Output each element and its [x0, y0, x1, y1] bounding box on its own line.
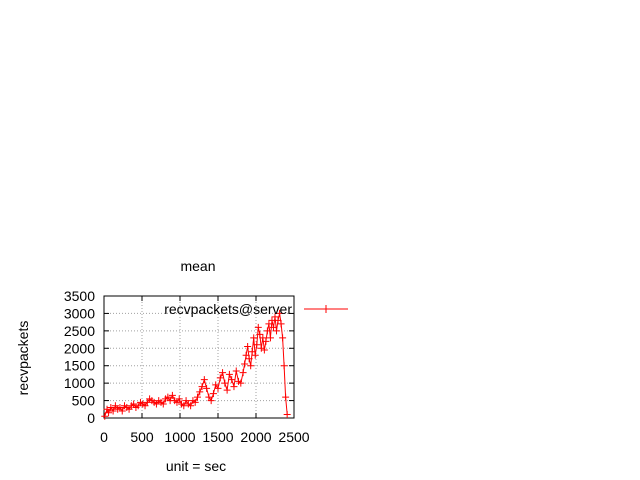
data-point [280, 362, 288, 370]
data-point [159, 400, 167, 408]
data-point [109, 407, 117, 415]
data-point [257, 344, 265, 352]
legend-label: recvpackets@server [164, 301, 292, 317]
data-point [279, 334, 287, 342]
data-point [214, 384, 222, 392]
data-point [276, 309, 284, 317]
data-point [262, 337, 270, 345]
data-point [200, 376, 208, 384]
data-point [105, 409, 113, 417]
data-point [242, 351, 250, 359]
data-point [269, 323, 277, 331]
series-recvpackets [101, 309, 291, 420]
data-point [198, 383, 206, 391]
y-tick-label: 3000 [64, 305, 95, 321]
legend: recvpackets@server [164, 301, 348, 317]
y-axis-label: recvpackets [15, 321, 31, 396]
data-point [221, 379, 229, 387]
legend-marker-swatch [322, 305, 330, 313]
data-point [191, 398, 199, 406]
data-point [265, 320, 273, 328]
x-tick-label: 1000 [164, 429, 195, 445]
data-point [180, 402, 188, 410]
data-point [207, 397, 215, 405]
data-point [247, 362, 255, 370]
data-point [244, 343, 252, 351]
data-point [253, 341, 261, 349]
data-point [271, 313, 279, 321]
x-tick-label: 2000 [240, 429, 271, 445]
data-point [237, 379, 245, 387]
data-point [245, 355, 253, 363]
data-point [193, 393, 201, 401]
data-point [232, 367, 240, 375]
y-tick-label: 500 [72, 393, 96, 409]
data-point [228, 376, 236, 384]
data-point [101, 412, 109, 420]
data-point [277, 320, 285, 328]
data-point [103, 405, 111, 413]
data-point [209, 390, 217, 398]
data-point [219, 369, 227, 377]
y-tick-label: 1500 [64, 358, 95, 374]
data-point [283, 411, 291, 419]
data-point [225, 370, 233, 378]
data-point [239, 369, 247, 377]
data-point [196, 388, 204, 396]
data-point [266, 334, 274, 342]
data-point [268, 316, 276, 324]
y-tick-label: 0 [87, 410, 95, 426]
y-tick-label: 2500 [64, 323, 95, 339]
y-tick-label: 3500 [64, 288, 95, 304]
plot-frame [103, 295, 295, 419]
data-point [168, 391, 176, 399]
data-point [175, 395, 183, 403]
data-point [256, 330, 264, 338]
data-point [248, 348, 256, 356]
x-tick-label: 1500 [202, 429, 233, 445]
x-axis-ticks: 0 500 1000 1500 2000 2500 [100, 296, 310, 445]
data-point [263, 327, 271, 335]
data-point [259, 334, 267, 342]
data-point [230, 383, 238, 391]
data-point [282, 393, 290, 401]
data-point [251, 351, 259, 359]
x-axis-label: unit = sec [166, 458, 226, 474]
y-tick-label: 1000 [64, 375, 95, 391]
x-tick-label: 2500 [278, 429, 309, 445]
data-point [254, 323, 262, 331]
grid-lines [104, 296, 294, 418]
data-point [250, 334, 258, 342]
x-tick-label: 500 [130, 429, 154, 445]
data-point [223, 386, 231, 394]
x-tick-label: 0 [100, 429, 108, 445]
chart-title: mean [180, 258, 215, 274]
data-point [241, 360, 249, 368]
data-point [273, 327, 281, 335]
axes [103, 295, 295, 419]
data-point [187, 402, 195, 410]
data-point [203, 384, 211, 392]
data-point [118, 407, 126, 415]
data-point [274, 316, 282, 324]
y-tick-label: 2000 [64, 340, 95, 356]
data-point [260, 346, 268, 354]
data-point [216, 374, 224, 382]
